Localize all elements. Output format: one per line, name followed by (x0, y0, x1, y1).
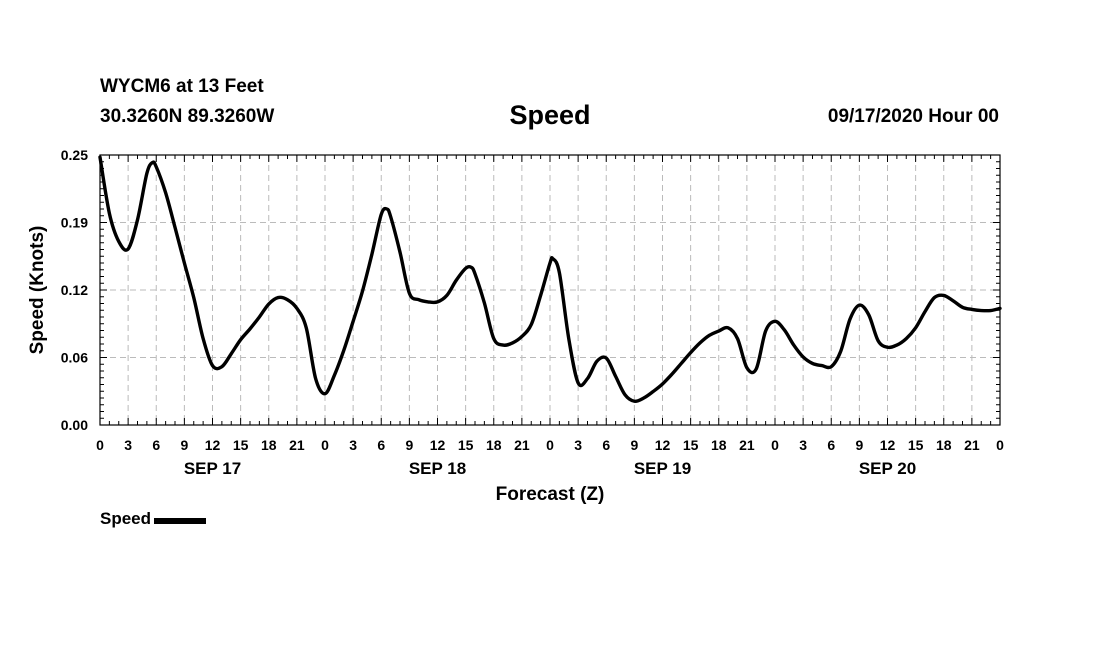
x-tick-label: 21 (964, 437, 980, 453)
forecast-run-label: 09/17/2020 Hour 00 (827, 106, 999, 127)
x-tick-label: 6 (827, 437, 835, 453)
x-tick-label: 0 (771, 437, 779, 453)
x-tick-label: 15 (908, 437, 924, 453)
x-tick-label: 3 (349, 437, 357, 453)
x-tick-label: 6 (377, 437, 385, 453)
day-label: SEP 20 (859, 459, 916, 478)
station-label: WYCM6 at 13 Feet (100, 76, 264, 97)
x-tick-label: 18 (486, 437, 502, 453)
legend-label: Speed (100, 509, 152, 528)
x-tick-label: 12 (880, 437, 896, 453)
x-tick-label: 15 (683, 437, 699, 453)
x-tick-label: 21 (514, 437, 530, 453)
x-tick-label: 6 (152, 437, 160, 453)
x-tick-label: 3 (799, 437, 807, 453)
x-tick-label: 0 (996, 437, 1004, 453)
legend: Speed (100, 509, 207, 529)
legend-swatch (154, 518, 207, 524)
x-tick-label: 9 (855, 437, 863, 453)
x-axis-title: Forecast (Z) (496, 484, 605, 505)
x-tick-label: 9 (180, 437, 188, 453)
x-tick-label: 0 (96, 437, 104, 453)
x-tick-label: 18 (936, 437, 952, 453)
y-tick-label: 0.12 (61, 282, 88, 298)
x-tick-label: 9 (405, 437, 413, 453)
x-tick-label: 21 (289, 437, 305, 453)
series-line-speed (98, 155, 1002, 404)
x-tick-label: 18 (261, 437, 277, 453)
plot-frame (99, 154, 1001, 426)
x-tick-label: 3 (574, 437, 582, 453)
day-label: SEP 17 (184, 459, 241, 478)
y-tick-label: 0.25 (61, 147, 88, 163)
x-tick-label: 18 (711, 437, 727, 453)
y-tick-label: 0.19 (61, 215, 88, 231)
day-label: SEP 18 (409, 459, 466, 478)
x-tick-label: 12 (655, 437, 671, 453)
x-tick-label: 0 (546, 437, 554, 453)
coordinates-label: 30.3260N 89.3260W (100, 106, 275, 127)
y-axis-title: Speed (Knots) (27, 226, 48, 355)
x-tick-label: 15 (458, 437, 474, 453)
day-label: SEP 19 (634, 459, 691, 478)
y-tick-label: 0.06 (61, 350, 88, 366)
x-tick-label: 15 (233, 437, 249, 453)
x-tick-label: 3 (124, 437, 132, 453)
x-tick-label: 12 (430, 437, 446, 453)
x-tick-label: 0 (321, 437, 329, 453)
chart-title: Speed (509, 100, 591, 130)
x-tick-label: 6 (602, 437, 610, 453)
y-tick-label: 0.00 (61, 417, 88, 433)
x-tick-label: 9 (630, 437, 638, 453)
x-tick-label: 12 (205, 437, 221, 453)
x-tick-label: 21 (739, 437, 755, 453)
